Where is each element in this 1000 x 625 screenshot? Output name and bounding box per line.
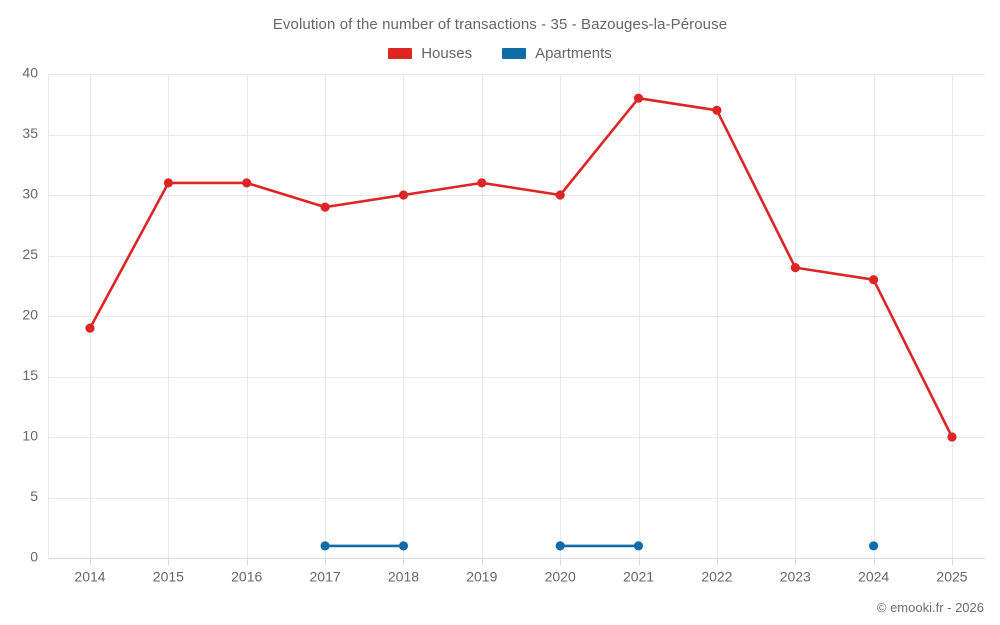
data-point-apartments-2024[interactable] bbox=[869, 541, 879, 551]
data-point-houses-2025[interactable] bbox=[947, 432, 957, 442]
legend-label-houses: Houses bbox=[421, 45, 473, 62]
data-point-houses-2014[interactable] bbox=[85, 323, 95, 333]
y-tick-label: 40 bbox=[22, 65, 38, 81]
x-tick-label: 2021 bbox=[623, 568, 654, 584]
data-point-houses-2015[interactable] bbox=[163, 178, 173, 188]
legend-item-houses[interactable]: Houses bbox=[388, 45, 472, 62]
data-series-layer bbox=[85, 93, 957, 551]
x-axis-tick-labels: 2014 2015 2016 2017 2018 2019 2020 2021 2022 2023… bbox=[74, 568, 967, 584]
x-tick-label: 2022 bbox=[701, 568, 732, 584]
x-tick-label: 2018 bbox=[388, 568, 419, 584]
y-tick-label: 25 bbox=[22, 246, 38, 262]
data-point-houses-2024[interactable] bbox=[869, 275, 879, 285]
data-point-apartments-2018[interactable] bbox=[398, 541, 409, 551]
data-point-houses-2016[interactable] bbox=[242, 178, 252, 188]
y-axis-tick-labels: 0 5 10 15 20 25 30 35 40 bbox=[22, 65, 38, 565]
x-tick-label: 2019 bbox=[466, 568, 497, 584]
x-tick-label: 2023 bbox=[780, 568, 811, 584]
series-apartments bbox=[320, 541, 879, 551]
footer-credit: © emooki.fr - 2026 bbox=[876, 600, 984, 615]
y-tick-label: 0 bbox=[30, 549, 38, 565]
data-point-houses-2017[interactable] bbox=[320, 202, 330, 212]
data-point-houses-2018[interactable] bbox=[398, 190, 409, 200]
data-point-houses-2022[interactable] bbox=[712, 105, 722, 115]
x-tick-label: 2020 bbox=[545, 568, 576, 584]
legend-swatch-houses bbox=[388, 48, 413, 59]
x-tick-label: 2016 bbox=[231, 568, 262, 584]
x-tick-label: 2014 bbox=[74, 568, 105, 584]
y-tick-label: 10 bbox=[22, 428, 38, 444]
y-tick-label: 35 bbox=[22, 125, 38, 141]
y-tick-label: 20 bbox=[22, 307, 38, 323]
data-point-houses-2020[interactable] bbox=[555, 190, 565, 200]
data-point-houses-2023[interactable] bbox=[790, 263, 800, 273]
chart-legend: Houses Apartments bbox=[0, 45, 1000, 62]
x-tick-label: 2017 bbox=[310, 568, 341, 584]
data-point-apartments-2020[interactable] bbox=[555, 541, 565, 551]
series-line-houses bbox=[88, 96, 954, 439]
legend-swatch-apartments bbox=[502, 48, 527, 59]
chart-title: Evolution of the number of transactions … bbox=[272, 16, 728, 33]
x-tick-label: 2015 bbox=[153, 568, 184, 584]
series-houses bbox=[85, 93, 957, 442]
x-tick-label: 2025 bbox=[936, 568, 967, 584]
data-point-houses-2021[interactable] bbox=[633, 93, 644, 103]
grid-layer bbox=[48, 74, 985, 559]
data-point-apartments-2017[interactable] bbox=[320, 541, 330, 551]
data-point-apartments-2021[interactable] bbox=[633, 541, 644, 551]
data-point-houses-2019[interactable] bbox=[477, 178, 487, 188]
y-tick-label: 30 bbox=[22, 186, 38, 202]
x-tick-label: 2024 bbox=[858, 568, 889, 584]
legend-label-apartments: Apartments bbox=[535, 45, 612, 62]
legend-item-apartments[interactable]: Apartments bbox=[502, 45, 612, 62]
y-tick-label: 5 bbox=[30, 488, 38, 504]
y-tick-label: 15 bbox=[22, 367, 38, 383]
axis-layer bbox=[48, 74, 953, 565]
